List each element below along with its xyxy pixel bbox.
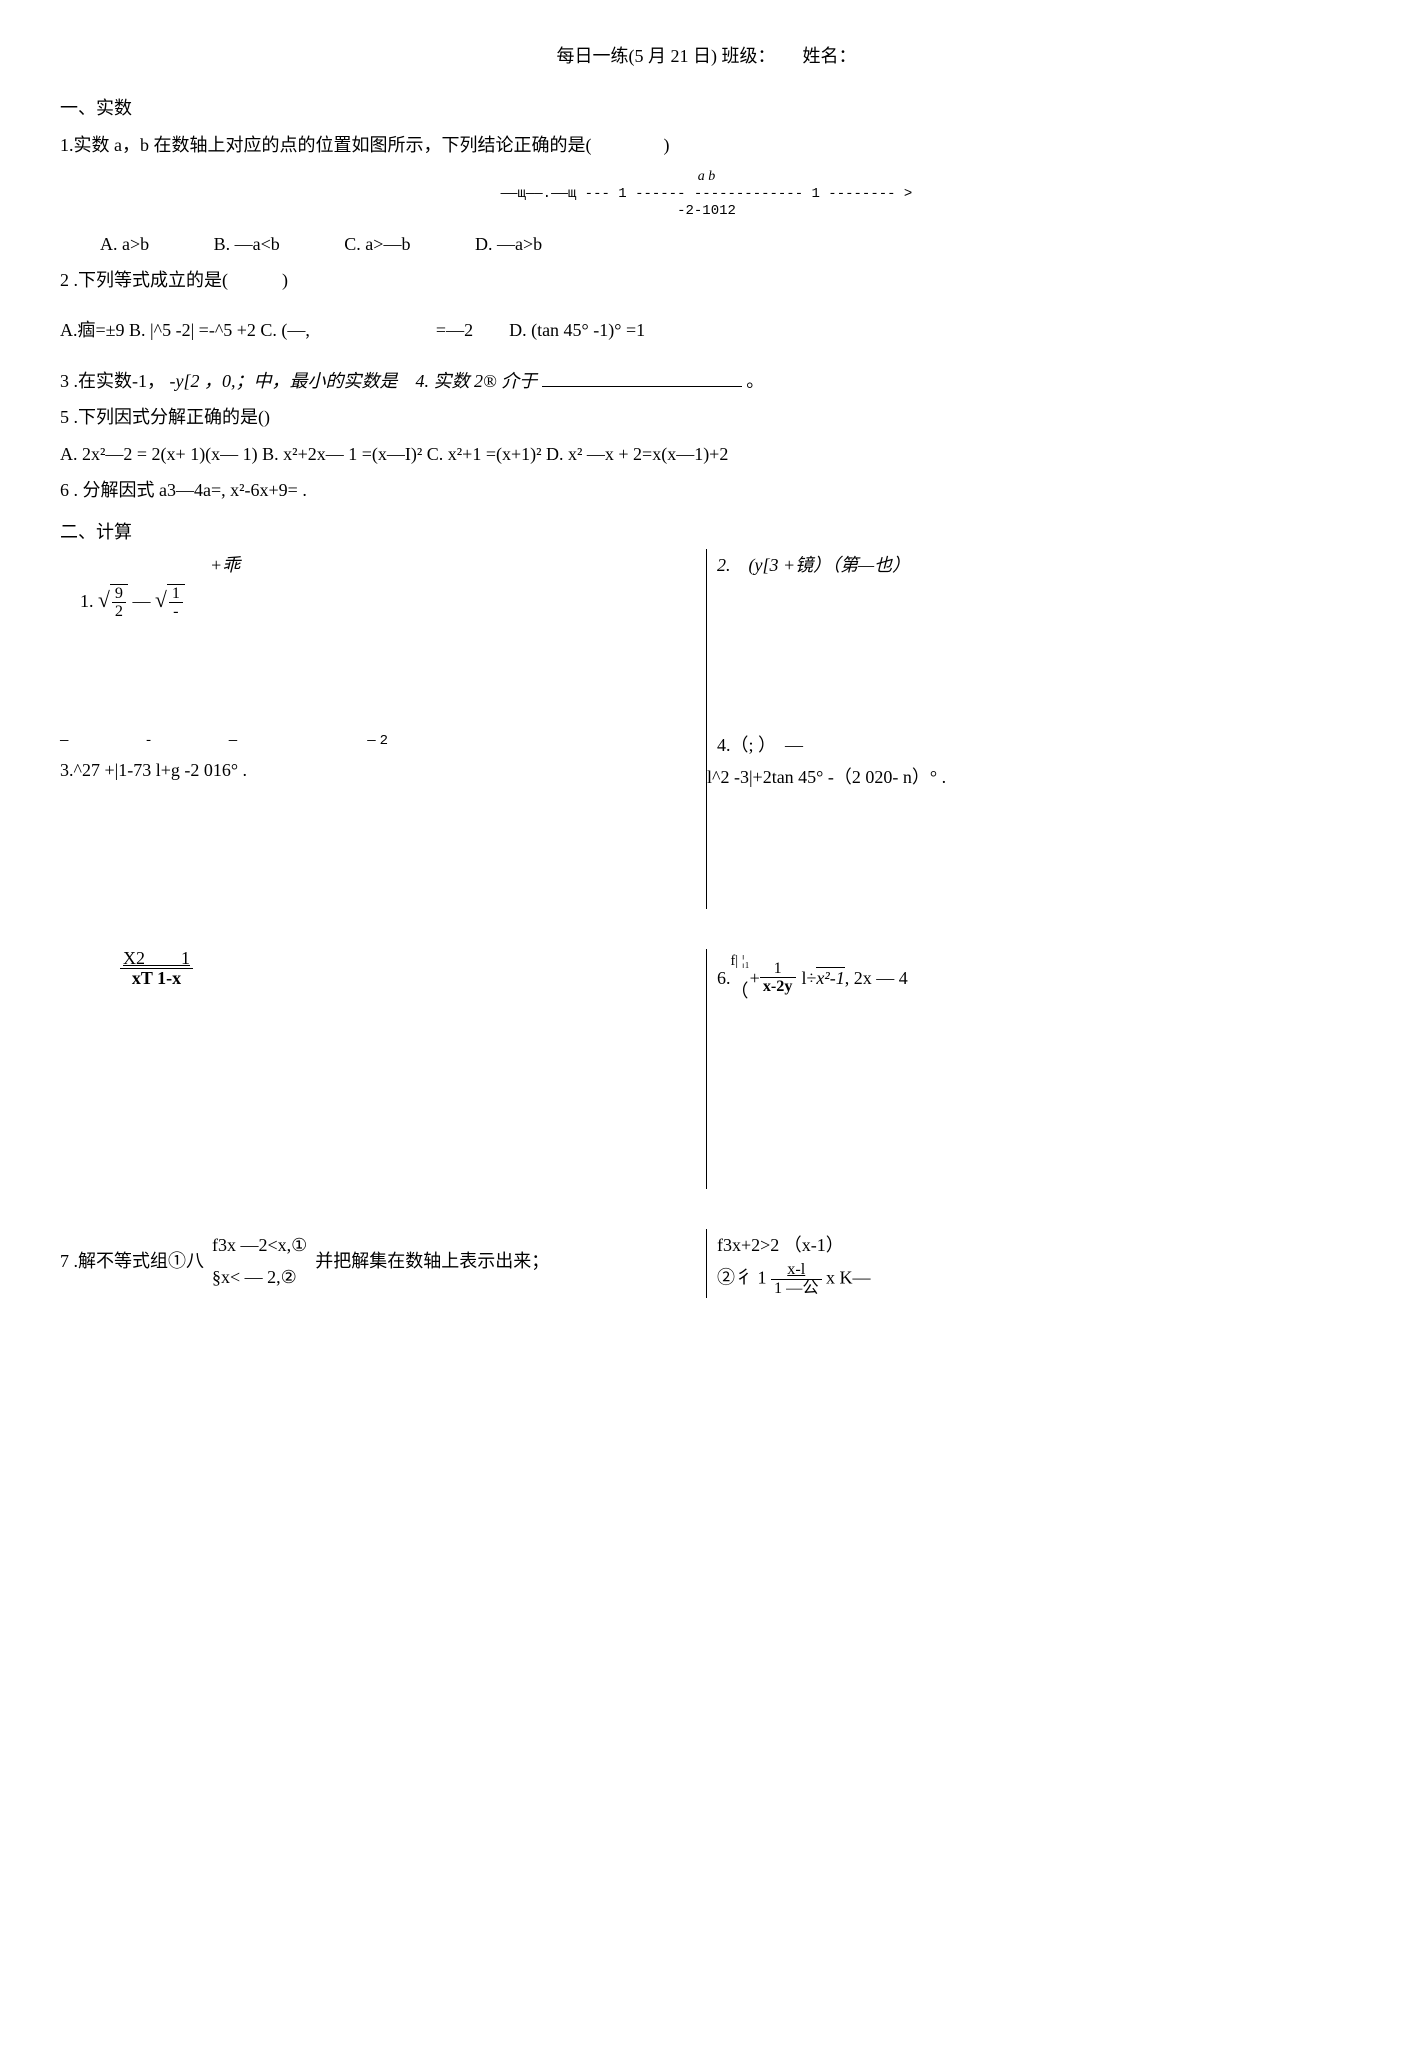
calc-row-3: X2 1 xT 1-x 6. f| ¦₁ （ + 1 x-2y l÷x²-1, … (60, 949, 1353, 1189)
minus-1: — (132, 591, 150, 611)
page-title: 每日一练(5 月 21 日) 班级： 姓名： (60, 40, 1353, 72)
calc-4-left: 4.（; ） — (717, 729, 803, 761)
q1-stem: 1.实数 a，b 在数轴上对应的点的位置如图所示，下列结论正确的是( ) (60, 129, 1353, 161)
q3-q4-line: 3 .在实数-1， -y[2 ，0,；中，最小的实数是 4. 实数 2® 介于 … (60, 365, 1353, 397)
q7-right-top: f3x+2>2 （x-1） (717, 1229, 1353, 1261)
q6-stem: 6 . 分解因式 a3—4a=, x²-6x+9= . (60, 474, 1353, 506)
calc-1-expr: 1. 92 — 1- (60, 581, 696, 621)
calc-6: 6. f| ¦₁ （ + 1 x-2y l÷x²-1, 2x — 4 (706, 949, 1353, 1189)
calc-3-expr: 3.^27 +|1-73 l+g -2 016° . (60, 754, 696, 786)
calc-row-1: +乖 1. 92 — 1- 2. (y[3 +镜）（第—也） (60, 549, 1353, 729)
calc-6-right: l÷x²-1, 2x — 4 (802, 962, 908, 994)
q1-options: A. a>b B. —a<b C. a>—b D. —a>b (60, 228, 1353, 260)
sqrt-2: 1- (155, 581, 185, 621)
q1-opt-a: A. a>b (100, 228, 149, 260)
q1-opt-c: C. a>—b (344, 228, 410, 260)
calc-3-dashes: — - — —2 (60, 729, 696, 754)
q7-right-bot: ②彳 1 x-l 1 —公 x K— (717, 1261, 1353, 1298)
q5-options: A. 2x²—2 = 2(x+ 1)(x— 1) B. x²+2x— 1 =(x… (60, 438, 1353, 470)
q4-blank (542, 368, 742, 387)
calc-2: 2. (y[3 +镜）（第—也） (706, 549, 1353, 729)
section-2-heading: 二、计算 (60, 516, 1353, 548)
q7-right: f3x+2>2 （x-1） ②彳 1 x-l 1 —公 x K— (706, 1229, 1353, 1298)
calc-row-4: 7 .解不等式组①八 f3x —2<x,① §x< — 2,② 并把解集在数轴上… (60, 1229, 1353, 1298)
q1-opt-d: D. —a>b (475, 228, 542, 260)
calc-4: 4.（; ） — l^2 -3|+2tan 45° -（2 020- n）° . (706, 729, 1353, 909)
number-line-axis: ——щ——.——щ --- 1 ------ ------------- 1 -… (60, 186, 1353, 203)
calc-1-tail: +乖 (60, 549, 696, 581)
q1-opt-b: B. —a<b (214, 228, 280, 260)
calc-5-frac: X2 1 xT 1-x (60, 949, 696, 990)
q2-options: A.痼=±9 B. |^5 -2| =-^5 +2 C. (—, =—2 D. … (60, 314, 1353, 346)
q2-stem: 2 .下列等式成立的是( ) (60, 264, 1353, 296)
q1-number-line: a b ——щ——.——щ --- 1 ------ -------------… (60, 169, 1353, 219)
calc-1: +乖 1. 92 — 1- (60, 549, 706, 729)
number-line-ticks: -2-1012 (60, 203, 1353, 220)
calc-row-2: — - — —2 3.^27 +|1-73 l+g -2 016° . 4.（;… (60, 729, 1353, 909)
q5-stem: 5 .下列因式分解正确的是() (60, 401, 1353, 433)
calc-5: X2 1 xT 1-x (60, 949, 706, 1189)
sqrt-1: 92 (98, 581, 128, 621)
section-1-heading: 一、实数 (60, 92, 1353, 124)
calc-4-right: l^2 -3|+2tan 45° -（2 020- n）° . (707, 761, 1353, 793)
title-text: 每日一练(5 月 21 日) 班级： 姓名： (557, 46, 857, 66)
calc-3: — - — —2 3.^27 +|1-73 l+g -2 016° . (60, 729, 706, 909)
number-line-labels: a b (60, 169, 1353, 186)
q7-left: 7 .解不等式组①八 f3x —2<x,① §x< — 2,② 并把解集在数轴上… (60, 1229, 706, 1298)
